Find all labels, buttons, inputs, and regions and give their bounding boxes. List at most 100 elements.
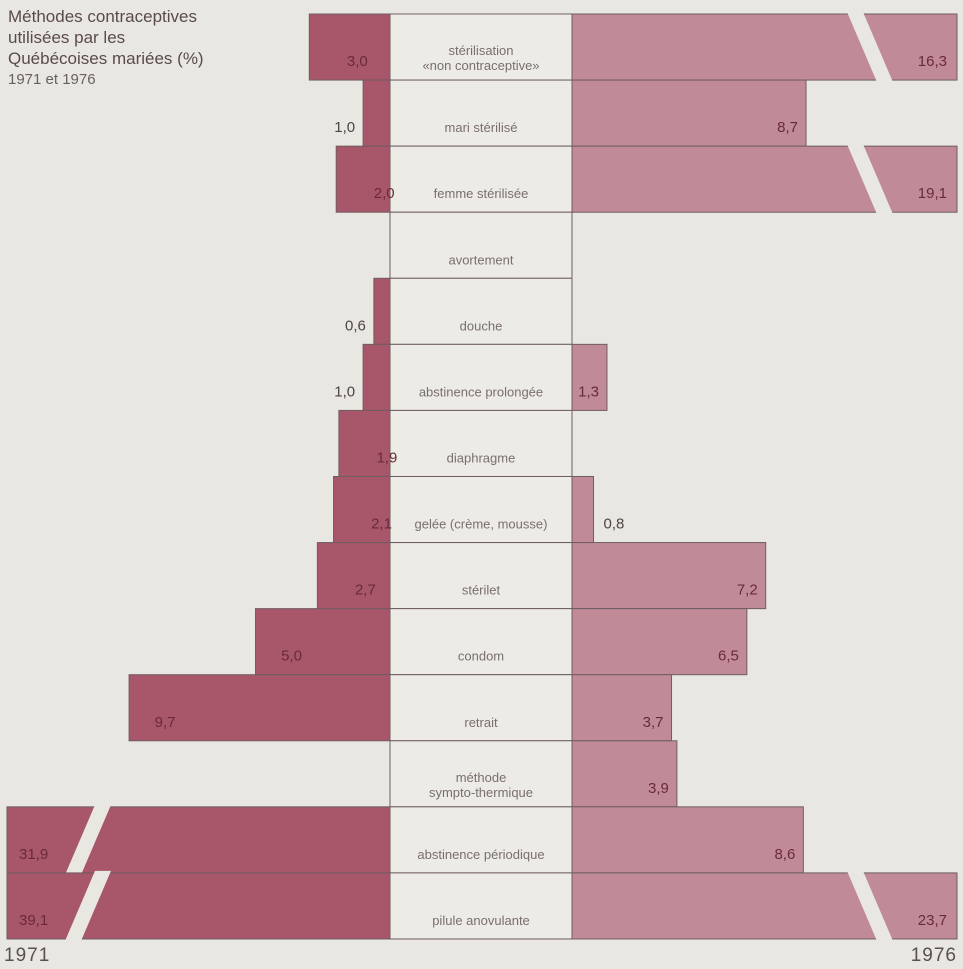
title-years: 1971 et 1976 [8,71,96,88]
category-box-4 [389,277,573,345]
category-label-10: retrait [464,715,498,730]
title-unit: (%) [177,49,204,68]
category-box-6 [389,409,573,477]
bar-1971-6 [338,409,391,477]
category-box-3 [389,211,573,279]
title-line-3: Québécoises mariées (%) [8,48,308,69]
value-label-1976-5: 1,3 [578,383,599,400]
category-box-1 [389,79,573,147]
category-label-line: femme stérilisée [434,186,529,201]
category-box-9 [389,608,573,676]
category-label-line: stérilisation [448,43,513,58]
value-label-1976-9: 6,5 [718,648,739,665]
category-box-7 [389,475,573,544]
bar-1971-5 [362,343,391,411]
value-label-1971-7: 2,1 [371,516,392,533]
category-label-line: «non contraceptive» [422,58,539,73]
axis-break-1971-13 [65,870,111,941]
bar-1976-2 [571,145,958,213]
bar-1976-5 [571,343,608,411]
value-label-1971-2: 2,0 [374,185,395,202]
category-label-11: méthode sympto-thermique [429,770,533,800]
category-label-line: sympto-thermique [429,785,533,800]
bar-1971-1 [362,79,391,147]
category-label-7: gelée (crème, mousse) [415,517,548,532]
bar-1971-2 [335,145,391,213]
bar-1971-8 [316,542,391,610]
value-label-1971-13: 39,1 [19,912,48,929]
value-label-1976-13: 23,7 [918,912,947,929]
value-label-1976-12: 8,6 [774,846,795,863]
category-label-line: gelée (crème, mousse) [415,517,548,532]
bar-1971-13 [6,872,391,940]
bar-1976-7 [571,475,595,544]
value-label-1971-0: 3,0 [347,53,368,70]
category-label-12: abstinence périodique [417,847,544,862]
category-label-line: stérilet [462,583,501,598]
category-label-line: diaphragme [447,450,516,465]
bar-1976-0 [571,13,958,81]
category-label-line: pilule anovulante [432,913,530,928]
value-label-1971-12: 31,9 [19,846,48,863]
category-box-8 [389,542,573,610]
category-label-1: mari stérilisé [445,120,518,135]
bar-1971-4 [373,277,391,345]
category-label-line: mari stérilisé [445,120,518,135]
title-line-3-text: Québécoises mariées [8,49,173,68]
category-box-10 [389,674,573,742]
category-box-11 [389,740,573,808]
value-label-1976-2: 19,1 [918,185,947,202]
category-label-line: douche [460,318,503,333]
bar-1976-13 [571,872,958,940]
bar-1971-0 [308,13,391,81]
category-label-9: condom [458,649,504,664]
bar-1971-12 [6,806,391,874]
category-box-5 [389,343,573,411]
axis-break-1976-0 [847,12,893,83]
value-label-1976-8: 7,2 [737,582,758,599]
category-label-line: abstinence périodique [417,847,544,862]
bar-1971-10 [128,674,391,742]
category-label-6: diaphragme [447,450,516,465]
category-box-12 [389,806,573,874]
category-label-5: abstinence prolongée [419,384,543,399]
category-label-0: stérilisation «non contraceptive» [422,43,539,73]
value-label-1971-9: 5,0 [281,648,302,665]
category-label-line: avortement [448,252,513,267]
chart-title: Méthodes contraceptives utilisées par le… [8,6,308,90]
category-label-line: condom [458,649,504,664]
value-label-1971-10: 9,7 [155,714,176,731]
bar-1971-7 [333,475,391,544]
year-label-1971: 1971 [4,945,51,966]
axis-break-1971-12 [65,804,111,875]
value-label-1971-6: 1,9 [376,449,397,466]
bar-1976-11 [571,740,678,808]
category-label-13: pilule anovulante [432,913,530,928]
category-label-8: stérilet [462,583,501,598]
value-label-1971-1: 1,0 [334,119,355,136]
category-label-3: avortement [448,252,513,267]
bar-1976-12 [571,806,804,874]
value-label-1976-10: 3,7 [643,714,664,731]
title-line-1: Méthodes contraceptives [8,7,197,26]
bar-1976-1 [571,79,807,147]
bar-1976-10 [571,674,673,742]
axis-break-1976-13 [847,870,893,941]
axis-break-1976-2 [847,144,893,215]
bar-1976-9 [571,608,748,676]
category-label-line: retrait [464,715,498,730]
value-label-1971-5: 1,0 [334,383,355,400]
category-label-2: femme stérilisée [434,186,529,201]
value-label-1971-4: 0,6 [345,317,366,334]
category-box-2 [389,145,573,213]
value-label-1976-7: 0,8 [604,516,625,533]
category-label-4: douche [460,318,503,333]
bar-1971-9 [255,608,391,676]
category-label-line: méthode [456,770,507,785]
title-line-2: utilisées par les [8,28,126,47]
value-label-1976-0: 16,3 [918,53,947,70]
bar-1976-8 [571,542,767,610]
category-label-line: abstinence prolongée [419,384,543,399]
value-label-1976-11: 3,9 [648,780,669,797]
